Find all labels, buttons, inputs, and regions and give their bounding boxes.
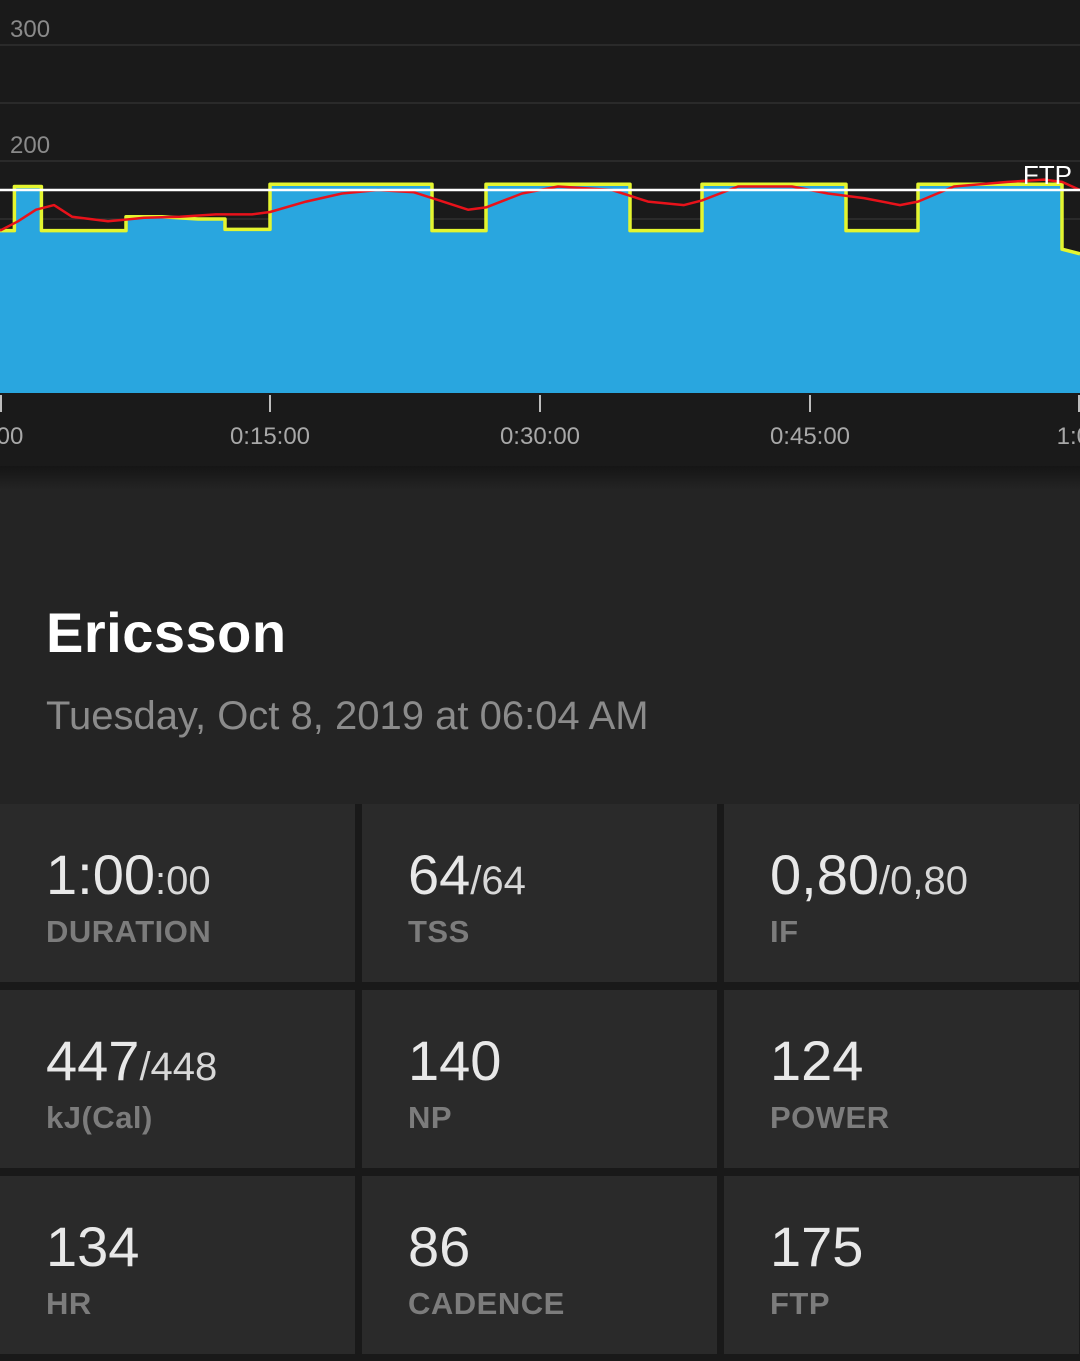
stat-label: HR xyxy=(46,1286,92,1321)
target-line xyxy=(0,182,1080,256)
x-tick-label: 1:00 xyxy=(1057,423,1080,450)
stat-label: CADENCE xyxy=(408,1286,565,1321)
power-chart[interactable]: 300200100FTP0:000:15:000:30:000:45:001:0… xyxy=(0,0,1080,470)
stat-label: POWER xyxy=(770,1100,890,1135)
stat-value: 1:00:00 xyxy=(46,843,211,906)
stat-tile-power[interactable]: 124 POWER xyxy=(724,990,1079,1168)
stat-tile-if[interactable]: 0,80/0,80 IF xyxy=(724,804,1079,982)
x-tick-label: 0:45:00 xyxy=(770,423,850,450)
stat-tile-kj[interactable]: 447/448 kJ(Cal) xyxy=(0,990,355,1168)
stat-value: 447/448 xyxy=(46,1029,218,1092)
stat-label: TSS xyxy=(408,914,470,949)
stat-tile-np[interactable]: 140 NP xyxy=(362,990,717,1168)
x-tick-label: 0:15:00 xyxy=(230,423,310,450)
ftp-label: FTP xyxy=(1023,160,1072,190)
workout-header xyxy=(0,490,1080,802)
stat-value: 86 xyxy=(408,1215,471,1278)
stat-value: 134 xyxy=(46,1215,140,1278)
power-line xyxy=(0,178,1080,232)
stats-grid: 1:00:00 DURATION 64/64 TSS 0,80/0,80 IF … xyxy=(0,804,1080,1361)
stat-value: 124 xyxy=(770,1029,864,1092)
workout-date: Tuesday, Oct 8, 2019 at 06:04 AM xyxy=(46,694,649,738)
power-chart-svg: 300200100FTP0:000:15:000:30:000:45:001:0… xyxy=(0,16,1080,450)
stat-value: 175 xyxy=(770,1215,864,1278)
stat-label: NP xyxy=(408,1100,453,1135)
y-tick-label: 200 xyxy=(10,132,50,159)
stat-tile-tss[interactable]: 64/64 TSS xyxy=(362,804,717,982)
stat-value: 64/64 xyxy=(408,843,526,906)
stat-tile-duration[interactable]: 1:00:00 DURATION xyxy=(0,804,355,982)
stat-label: DURATION xyxy=(46,914,212,949)
y-tick-label: 300 xyxy=(10,16,50,43)
x-tick-label: 0:00 xyxy=(0,423,23,450)
stat-label: IF xyxy=(770,914,799,949)
x-tick-label: 0:30:00 xyxy=(500,423,580,450)
chart-divider xyxy=(0,466,1080,490)
stat-label: FTP xyxy=(770,1286,831,1321)
stat-tile-ftp[interactable]: 175 FTP xyxy=(724,1176,1079,1354)
workout-title: Ericsson xyxy=(46,601,287,664)
stat-tile-hr[interactable]: 134 HR xyxy=(0,1176,355,1354)
stat-value: 140 xyxy=(408,1029,502,1092)
stat-tile-cadence[interactable]: 86 CADENCE xyxy=(362,1176,717,1354)
stat-label: kJ(Cal) xyxy=(46,1100,153,1135)
stat-value: 0,80/0,80 xyxy=(770,843,968,906)
power-area xyxy=(0,184,1080,393)
